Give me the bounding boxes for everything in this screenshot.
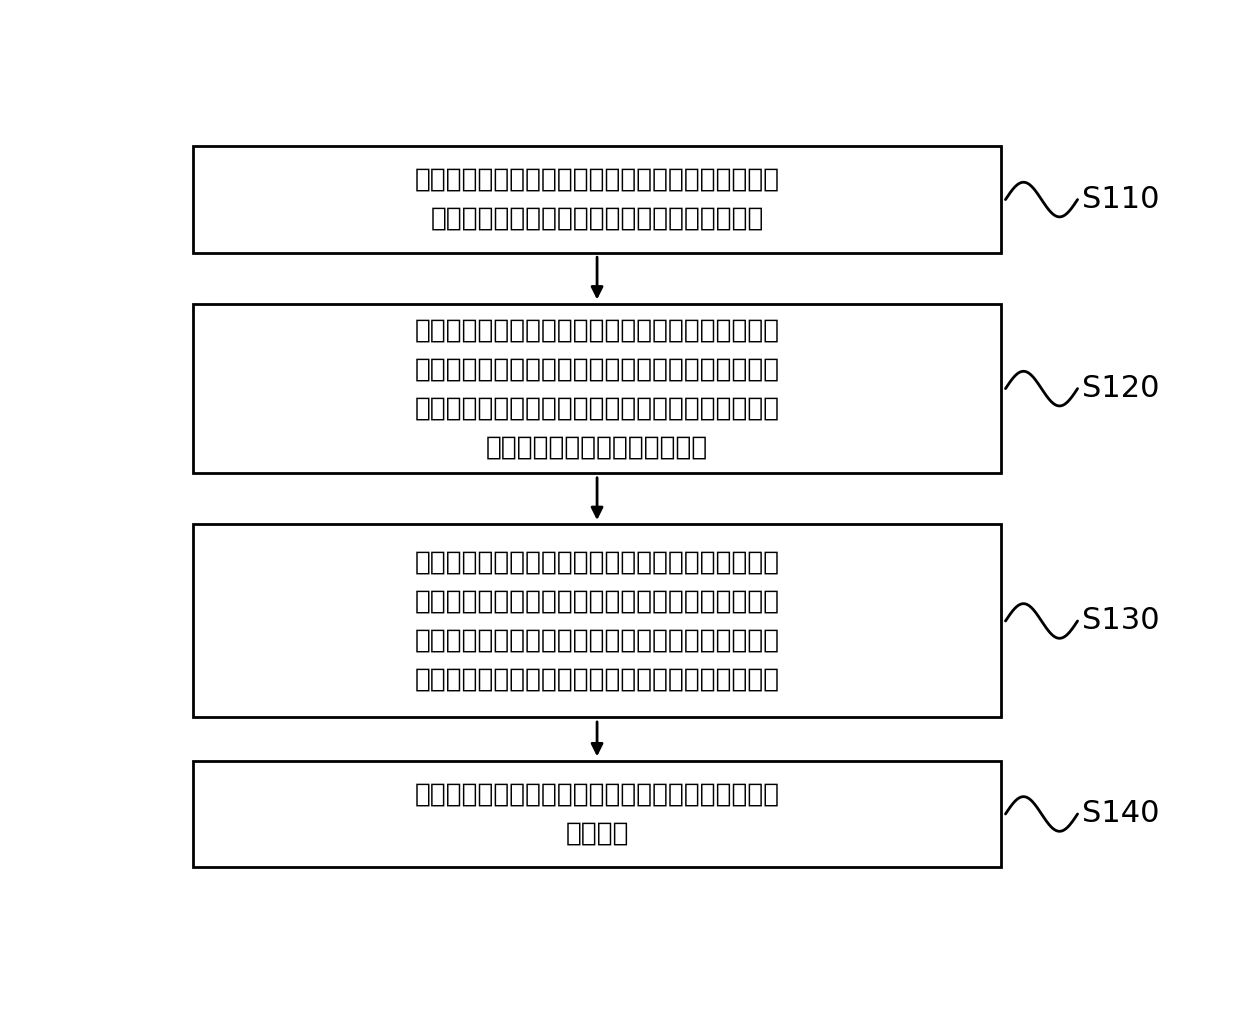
Bar — [193, 146, 1001, 253]
Text: 根据旋转后的第一参考图像和所述第二初始图像得到
目标图像: 根据旋转后的第一参考图像和所述第二初始图像得到 目标图像 — [414, 782, 780, 846]
Text: S140: S140 — [1083, 800, 1159, 829]
Text: 确定所述第一初始图像中的血管上壁的边沿曲线中的
至少两个转折点，根据所述至少两个转折点之间的位
置关系对所述边沿曲线进行平滑处理，得到与所述第
一初始图像对应的: 确定所述第一初始图像中的血管上壁的边沿曲线中的 至少两个转折点，根据所述至少两个… — [414, 317, 780, 460]
Text: S130: S130 — [1083, 607, 1159, 635]
Text: S110: S110 — [1083, 185, 1159, 214]
Bar — [193, 304, 1001, 474]
Bar — [193, 525, 1001, 717]
Text: S120: S120 — [1083, 374, 1159, 403]
Text: 旋转第一参考图像，以使第一参考图像的边沿曲线的
目标起始点与第一初始图像中边沿曲线的初始起始点
对应重合，且使第一参考图像的边沿曲线的目标终止
点与第一初始图像: 旋转第一参考图像，以使第一参考图像的边沿曲线的 目标起始点与第一初始图像中边沿曲… — [414, 549, 780, 693]
Bar — [193, 761, 1001, 868]
Text: 获取血管纵切图，所述血管纵切图包括包含血管上壁
的第一初始图像和包含血管下壁的第二初始图像: 获取血管纵切图，所述血管纵切图包括包含血管上壁 的第一初始图像和包含血管下壁的第… — [414, 167, 780, 232]
